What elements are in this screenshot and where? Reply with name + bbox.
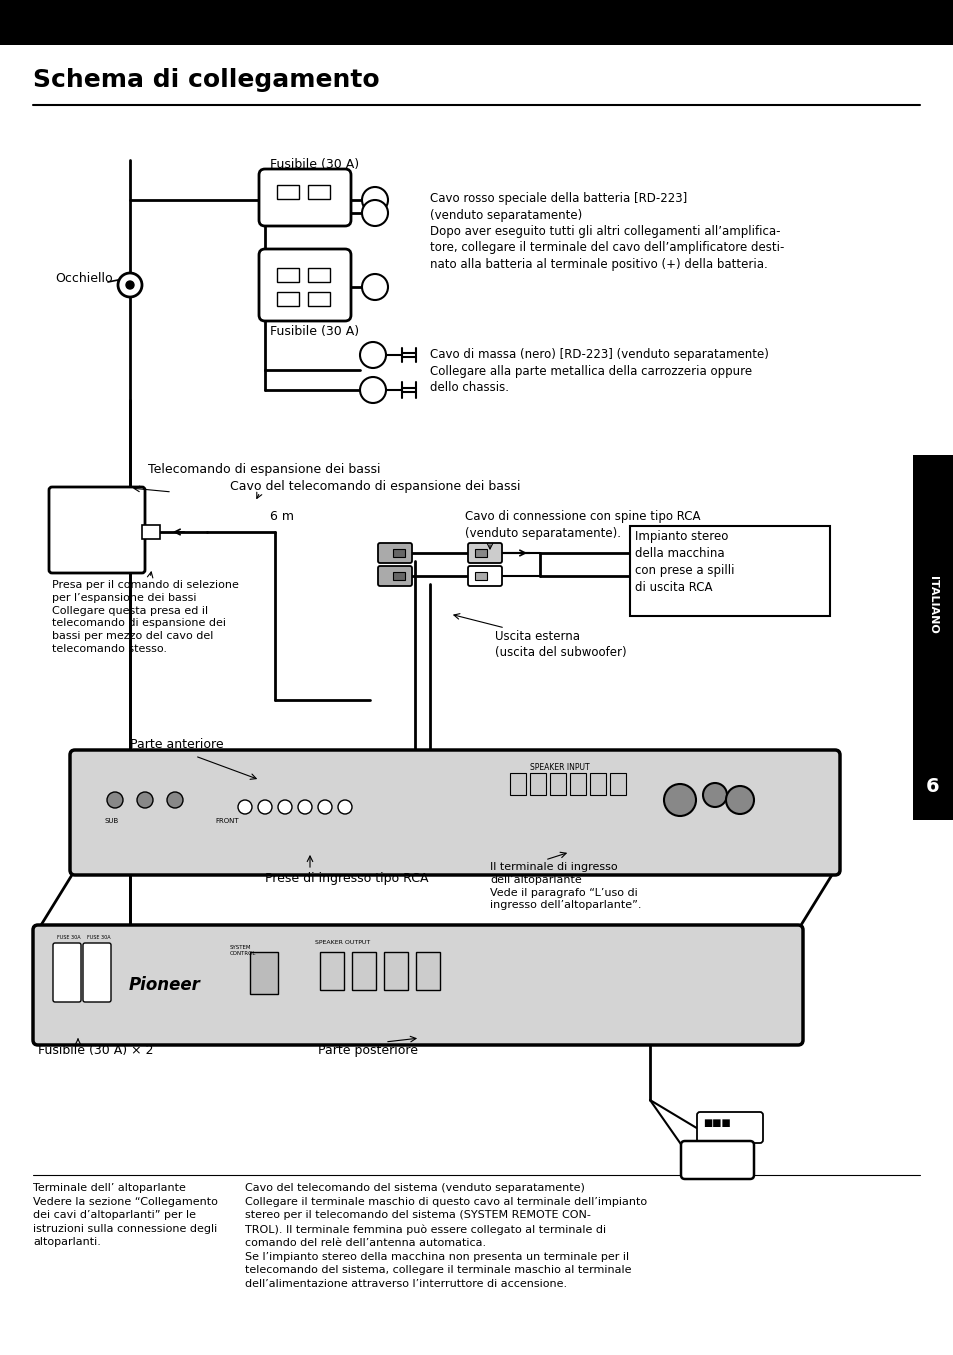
Circle shape: [361, 201, 388, 226]
FancyBboxPatch shape: [258, 169, 351, 226]
Circle shape: [663, 785, 696, 816]
Circle shape: [337, 799, 352, 814]
Bar: [250, 953, 277, 995]
Circle shape: [359, 377, 386, 402]
Text: Impianto stereo
della macchina
con prese a spilli
di uscita RCA: Impianto stereo della macchina con prese…: [635, 530, 734, 593]
Circle shape: [317, 799, 332, 814]
FancyBboxPatch shape: [697, 1112, 762, 1144]
Text: Parte anteriore: Parte anteriore: [130, 738, 223, 751]
Text: FRONT: FRONT: [214, 818, 238, 824]
FancyBboxPatch shape: [468, 543, 501, 562]
Text: ITALIANO: ITALIANO: [927, 576, 937, 634]
Bar: [475, 549, 486, 557]
FancyBboxPatch shape: [258, 249, 351, 321]
Bar: [393, 549, 405, 557]
FancyBboxPatch shape: [680, 1141, 753, 1179]
Text: SYSTEM
CONTROL: SYSTEM CONTROL: [230, 944, 256, 955]
Text: Fusibile (30 A) × 2: Fusibile (30 A) × 2: [38, 1043, 153, 1057]
Bar: [912, 455, 953, 755]
Bar: [384, 953, 408, 991]
Text: Cavo di connessione con spine tipo RCA
(venduto separatamente).: Cavo di connessione con spine tipo RCA (…: [464, 509, 700, 539]
FancyBboxPatch shape: [377, 543, 412, 562]
Text: Prese di ingresso tipo RCA: Prese di ingresso tipo RCA: [265, 873, 428, 885]
Text: Schema di collegamento: Schema di collegamento: [33, 68, 379, 92]
FancyBboxPatch shape: [468, 566, 501, 585]
Text: Il terminale di ingresso
dell’altoparlante
Vede il paragrafo “L’uso di
ingresso : Il terminale di ingresso dell’altoparlan…: [490, 862, 640, 911]
Bar: [308, 291, 330, 306]
Text: ■■■: ■■■: [702, 1118, 730, 1127]
Bar: [510, 772, 525, 795]
Text: Fusibile (30 A): Fusibile (30 A): [270, 325, 358, 337]
Circle shape: [137, 793, 152, 808]
Bar: [569, 772, 585, 795]
Bar: [550, 772, 565, 795]
Text: SPEAKER OUTPUT: SPEAKER OUTPUT: [314, 940, 370, 944]
Circle shape: [361, 274, 388, 299]
Circle shape: [277, 799, 292, 814]
Bar: [629, 526, 829, 617]
Text: Occhiello: Occhiello: [55, 271, 112, 285]
Bar: [352, 953, 375, 991]
Circle shape: [725, 786, 753, 814]
FancyBboxPatch shape: [33, 925, 802, 1045]
Bar: [530, 772, 545, 795]
Bar: [0, 0, 953, 45]
Bar: [475, 572, 486, 580]
Text: Cavo di massa (nero) [RD-223] (venduto separatamente)
Collegare alla parte metal: Cavo di massa (nero) [RD-223] (venduto s…: [430, 348, 768, 394]
FancyBboxPatch shape: [83, 943, 111, 1001]
FancyBboxPatch shape: [70, 751, 840, 875]
Bar: [276, 291, 298, 306]
Text: SPEAKER INPUT: SPEAKER INPUT: [530, 763, 589, 772]
Circle shape: [297, 799, 312, 814]
Bar: [416, 953, 439, 991]
Circle shape: [361, 187, 388, 213]
Bar: [912, 755, 953, 820]
Bar: [308, 186, 330, 199]
Text: Fusibile (30 A): Fusibile (30 A): [270, 159, 358, 171]
Bar: [276, 186, 298, 199]
Text: 6 m: 6 m: [270, 509, 294, 523]
Text: Pioneer: Pioneer: [129, 976, 201, 995]
Bar: [276, 268, 298, 282]
Bar: [308, 268, 330, 282]
Text: Cavo del telecomando del sistema (venduto separatamente)
Collegare il terminale : Cavo del telecomando del sistema (vendut…: [245, 1183, 646, 1289]
FancyBboxPatch shape: [53, 943, 81, 1001]
Text: 6: 6: [925, 778, 939, 797]
Text: Cavo rosso speciale della batteria [RD-223]
(venduto separatamente)
Dopo aver es: Cavo rosso speciale della batteria [RD-2…: [430, 192, 783, 271]
Circle shape: [702, 783, 726, 808]
Text: FUSE 30A: FUSE 30A: [87, 935, 111, 940]
Bar: [589, 772, 605, 795]
Text: Telecomando di espansione dei bassi: Telecomando di espansione dei bassi: [148, 463, 380, 476]
Text: Parte posteriore: Parte posteriore: [317, 1043, 417, 1057]
Circle shape: [126, 280, 133, 289]
Text: Terminale dell’ altoparlante
Vedere la sezione “Collegamento
dei cavi d’altoparl: Terminale dell’ altoparlante Vedere la s…: [33, 1183, 217, 1248]
Text: SUB: SUB: [105, 818, 119, 824]
Text: FUSE 30A: FUSE 30A: [57, 935, 81, 940]
Circle shape: [107, 793, 123, 808]
Circle shape: [167, 793, 183, 808]
Text: Cavo del telecomando di espansione dei bassi: Cavo del telecomando di espansione dei b…: [230, 480, 520, 493]
Bar: [319, 953, 344, 991]
Text: Presa per il comando di selezione
per l’espansione dei bassi
Collegare questa pr: Presa per il comando di selezione per l’…: [52, 580, 238, 654]
FancyBboxPatch shape: [49, 486, 145, 573]
Circle shape: [118, 272, 142, 297]
Circle shape: [359, 341, 386, 369]
Text: Uscita esterna
(uscita del subwoofer): Uscita esterna (uscita del subwoofer): [495, 630, 626, 659]
Bar: [142, 524, 160, 539]
Bar: [393, 572, 405, 580]
FancyBboxPatch shape: [377, 566, 412, 585]
Circle shape: [257, 799, 272, 814]
Circle shape: [237, 799, 252, 814]
Bar: [609, 772, 625, 795]
